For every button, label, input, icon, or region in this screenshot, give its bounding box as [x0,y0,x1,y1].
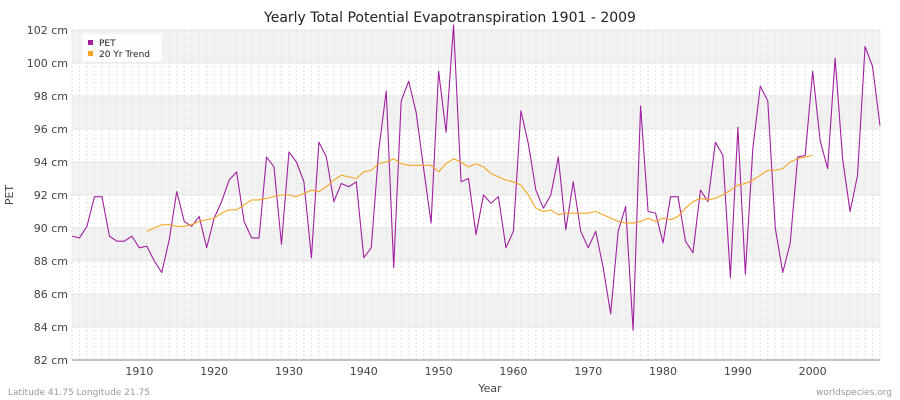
x-tick-label: 1960 [499,365,527,378]
y-tick-label: 98 cm [34,90,68,103]
y-tick-label: 92 cm [34,189,68,202]
legend-box [82,34,162,62]
y-tick-label: 94 cm [34,156,68,169]
plot-band [72,129,880,162]
x-tick-label: 1930 [275,365,303,378]
legend-label-pet: PET [99,39,116,49]
y-tick-label: 86 cm [34,288,68,301]
x-tick-label: 1910 [125,365,153,378]
y-axis-label: PET [3,185,16,206]
x-tick-label: 1970 [574,365,602,378]
x-tick-label: 1980 [649,365,677,378]
footer-source: worldspecies.org [816,388,892,398]
x-tick-label: 1950 [425,365,453,378]
plot-band [72,261,880,294]
x-tick-label: 1940 [350,365,378,378]
footer-location: Latitude 41.75 Longitude 21.75 [8,388,150,398]
legend: PET 20 Yr Trend [82,34,162,62]
series-line-pet [71,24,881,331]
y-tick-label: 84 cm [34,321,68,334]
legend-swatch-trend [88,51,93,56]
horizontal-gridlines [72,29,880,361]
y-tick-label: 96 cm [34,123,68,136]
y-tick-label: 90 cm [34,222,68,235]
x-axis-ticks: 1910 1920 1930 1940 1950 1960 1970 1980 1990 2000 [125,365,826,378]
series-lines [71,24,881,331]
x-axis-label: Year [477,382,502,395]
legend-swatch-pet [88,40,93,45]
y-axis-ticks: 82 cm 84 cm 86 cm 88 cm 90 cm 92 cm 94 cm 96 cm… [27,24,68,367]
legend-label-trend: 20 Yr Trend [99,50,150,60]
x-tick-label: 2000 [799,365,827,378]
y-tick-label: 82 cm [34,354,68,367]
y-tick-label: 88 cm [34,255,68,268]
x-tick-label: 1990 [724,365,752,378]
x-tick-label: 1920 [200,365,228,378]
chart-title: Yearly Total Potential Evapotranspiratio… [263,10,636,26]
series-line-trend [146,154,813,232]
y-tick-label: 102 cm [27,24,68,37]
y-tick-label: 100 cm [27,57,68,70]
